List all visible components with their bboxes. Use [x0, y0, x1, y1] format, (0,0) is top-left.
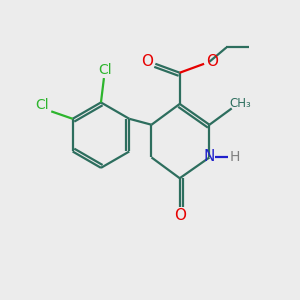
Text: O: O: [206, 54, 218, 69]
Text: Cl: Cl: [35, 98, 49, 112]
Text: H: H: [229, 150, 240, 164]
Text: O: O: [174, 208, 186, 224]
Text: O: O: [141, 54, 153, 69]
Text: N: N: [204, 149, 215, 164]
Text: Cl: Cl: [99, 63, 112, 77]
Text: CH₃: CH₃: [230, 97, 251, 110]
